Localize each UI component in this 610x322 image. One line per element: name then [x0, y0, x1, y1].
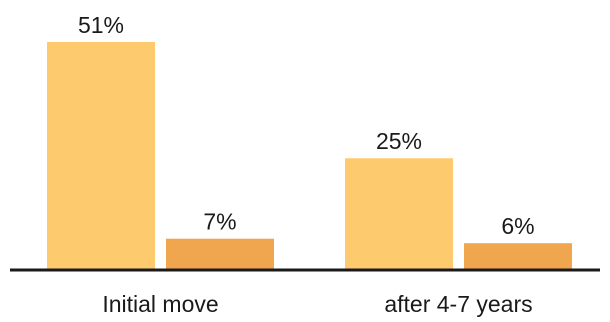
bars-group — [47, 42, 572, 270]
bar-2-1 — [345, 158, 453, 270]
category-label-2: after 4-7 years — [384, 291, 532, 317]
value-label-1-1: 51% — [78, 12, 124, 38]
value-label-2-2: 6% — [501, 213, 534, 239]
value-label-2-1: 25% — [376, 128, 422, 154]
value-label-1-2: 7% — [203, 209, 236, 235]
bar-1-2 — [166, 239, 274, 270]
category-labels-group: Initial move after 4-7 years — [102, 291, 532, 317]
bar-2-2 — [464, 243, 572, 270]
category-label-1: Initial move — [102, 291, 218, 317]
bar-1-1 — [47, 42, 155, 270]
